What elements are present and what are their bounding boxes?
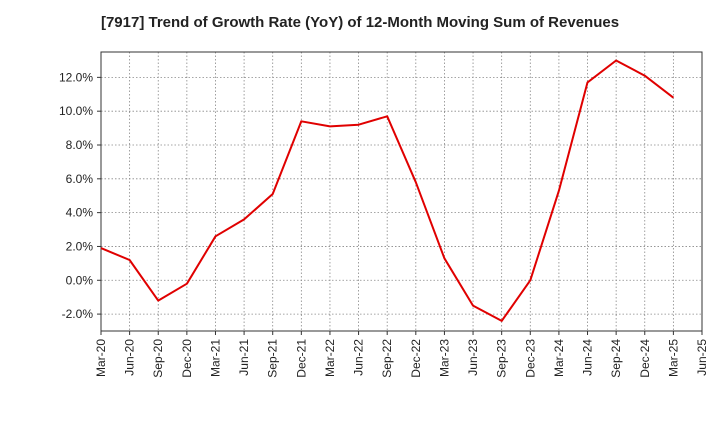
x-tick-label: Mar-21 <box>208 339 222 377</box>
x-tick-label: Dec-22 <box>409 339 423 378</box>
x-tick-label: Jun-24 <box>581 339 595 376</box>
x-tick-label: Mar-22 <box>323 339 337 377</box>
chart-title: [7917] Trend of Growth Rate (YoY) of 12-… <box>100 14 620 31</box>
y-tick-label: -2.0% <box>62 307 94 321</box>
series-line <box>100 59 675 322</box>
y-tick-label: 6.0% <box>66 172 94 186</box>
y-tick-label: 12.0% <box>59 70 93 84</box>
y-tick-label: 10.0% <box>59 104 93 118</box>
x-tick-label: Sep-23 <box>495 339 509 378</box>
x-tick-label: Jun-22 <box>352 339 366 376</box>
x-tick-label: Sep-20 <box>151 339 165 378</box>
grid-lines <box>100 52 703 331</box>
y-tick-label: 4.0% <box>66 206 94 220</box>
x-tick-label: Dec-20 <box>180 339 194 378</box>
y-tick-label: 8.0% <box>66 138 94 152</box>
y-tick-label: 0.0% <box>66 273 94 287</box>
x-tick-label: Mar-24 <box>552 339 566 377</box>
x-tick-label: Sep-22 <box>380 339 394 378</box>
x-tick-label: Mar-25 <box>666 339 680 377</box>
y-tick-label: 2.0% <box>66 239 94 253</box>
x-tick-label: Jun-20 <box>123 339 137 376</box>
x-tick-label: Sep-21 <box>266 339 280 378</box>
x-tick-label: Sep-24 <box>609 339 623 378</box>
x-tick-label: Jun-23 <box>466 339 480 376</box>
y-axis-ticks: -2.0% 0.0% 2.0% 4.0% 6.0% 8.0% 10.0% 12.0% <box>59 70 101 321</box>
plot-frame <box>100 51 703 332</box>
x-axis-ticks: Mar-20 Jun-20 Sep-20 Dec-20 Mar-21 Jun-21 Sep-… <box>94 331 709 378</box>
series-layer <box>100 59 675 322</box>
x-tick-label: Mar-20 <box>94 339 108 377</box>
x-tick-label: Dec-23 <box>523 339 537 378</box>
x-tick-label: Mar-23 <box>437 339 451 377</box>
x-tick-label: Jun-25 <box>695 339 709 376</box>
x-tick-label: Dec-21 <box>294 339 308 378</box>
x-tick-label: Dec-24 <box>638 339 652 378</box>
x-tick-label: Jun-21 <box>237 339 251 376</box>
